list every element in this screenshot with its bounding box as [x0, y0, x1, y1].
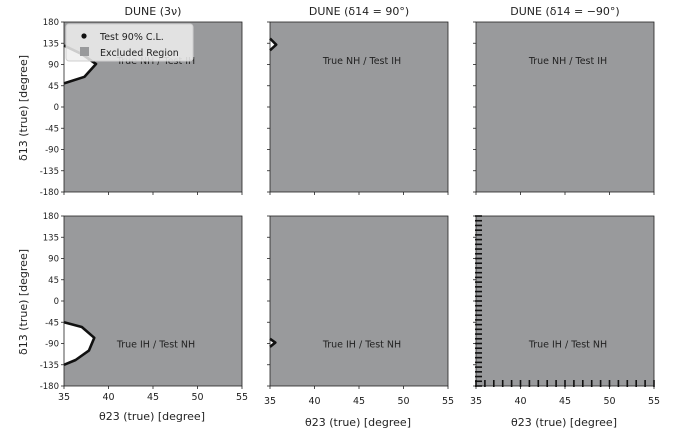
excluded-region — [476, 22, 654, 192]
y-tick-label: 0 — [54, 103, 59, 113]
panel-title: DUNE (3ν) — [125, 5, 182, 18]
x-axis-label-left: θ23 (true) [degree] — [99, 410, 205, 423]
y-tick-label: -180 — [40, 188, 59, 198]
x-tick-label: 55 — [442, 396, 454, 407]
x-tick-label: 40 — [308, 396, 320, 407]
x-tick-label: 35 — [58, 392, 70, 403]
x-tick-label: 35 — [470, 396, 482, 407]
y-tick-label: -90 — [45, 146, 59, 156]
y-tick-label: -135 — [40, 167, 59, 177]
x-tick-label: 45 — [559, 396, 571, 407]
panel-annotation: True NH / Test IH — [322, 56, 401, 67]
panel-6: True IH / Test NH 35 40 45 50 55 — [470, 215, 660, 407]
y-tick-label: 45 — [48, 82, 59, 92]
excluded-region — [270, 216, 448, 386]
y-tick-label: 90 — [48, 255, 59, 265]
y-tick-label: 180 — [43, 212, 59, 222]
legend-entry-cl: Test 90% C.L. — [99, 32, 164, 43]
panel-annotation: True IH / Test NH — [528, 340, 607, 351]
y-tick-label: 180 — [43, 18, 59, 28]
x-tick-label: 50 — [603, 396, 615, 407]
x-tick-label: 45 — [147, 392, 159, 403]
legend-marker-excluded — [80, 47, 89, 56]
y-tick-label: -180 — [40, 382, 59, 392]
cl-contour — [63, 321, 96, 367]
y-tick-label: 0 — [54, 297, 59, 307]
x-tick-label: 40 — [514, 396, 526, 407]
legend-entry-excluded: Excluded Region — [100, 48, 179, 59]
x-axis-label-right: θ23 (true) [degree] — [511, 416, 617, 429]
panel-annotation: True IH / Test NH — [322, 340, 401, 351]
excluded-region — [476, 216, 654, 386]
x-tick-label: 35 — [264, 396, 276, 407]
legend-box — [65, 23, 194, 62]
y-tick-label: 135 — [43, 39, 59, 49]
excluded-region — [270, 22, 448, 192]
excluded-region — [64, 216, 242, 386]
x-tick-label: 40 — [102, 392, 114, 403]
cl-contour — [269, 337, 277, 348]
cl-contour — [269, 37, 278, 52]
panel-5: True IH / Test NH 35 40 45 50 55 — [264, 215, 454, 407]
panel-annotation: True NH / Test IH — [528, 56, 607, 67]
panel-3: DUNE (δ14 = −90°) True NH / Test IH — [473, 5, 655, 195]
legend-marker-cl — [81, 33, 87, 39]
y-tick-label: 135 — [43, 233, 59, 243]
panel-2: DUNE (δ14 = 90°) True NH / Test IH — [267, 5, 449, 195]
y-tick-label: -135 — [40, 361, 59, 371]
y-tick-label: 90 — [48, 61, 59, 71]
y-tick-label: -90 — [45, 340, 59, 350]
y-tick-label: -45 — [45, 318, 59, 328]
panel-title: DUNE (δ14 = −90°) — [510, 5, 619, 18]
x-tick-label: 55 — [236, 392, 248, 403]
x-tick-label: 45 — [353, 396, 365, 407]
x-tick-label: 50 — [191, 392, 203, 403]
panel-4: True IH / Test NH -180 -135 -90 -45 0 45 90 135 1… — [40, 212, 248, 403]
panel-annotation: True IH / Test NH — [116, 340, 195, 351]
legend: Test 90% C.L. Excluded Region — [65, 23, 194, 62]
x-axis-label-middle: θ23 (true) [degree] — [305, 416, 411, 429]
y-tick-label: 45 — [48, 276, 59, 286]
panel-title: DUNE (δ14 = 90°) — [309, 5, 409, 18]
y-tick-label: -45 — [45, 124, 59, 134]
y-axis-label-top: δ13 (true) [degree] — [17, 55, 30, 161]
x-tick-label: 50 — [397, 396, 409, 407]
x-tick-label: 55 — [648, 396, 660, 407]
y-axis-label-bottom: δ13 (true) [degree] — [17, 249, 30, 355]
